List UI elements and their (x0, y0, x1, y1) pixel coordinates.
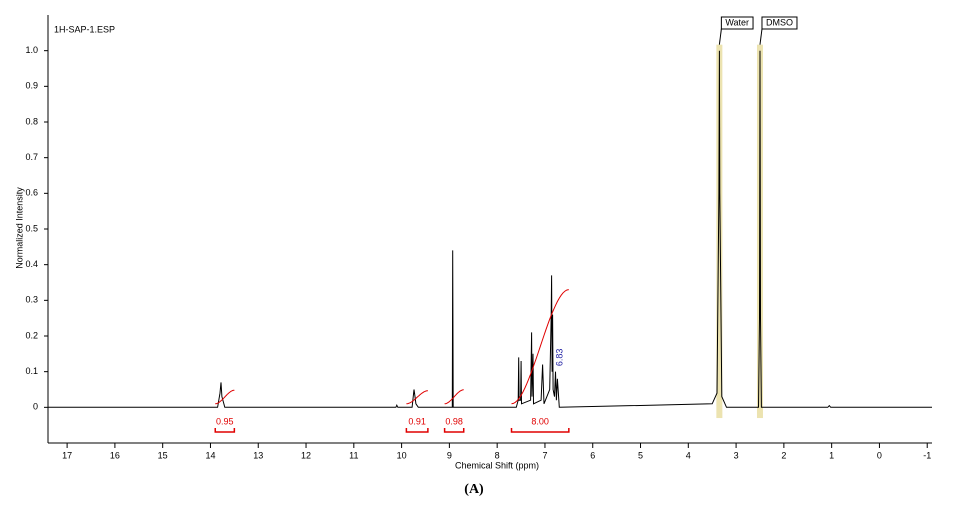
y-tick-label: 0.2 (25, 330, 38, 340)
spectrum (48, 50, 932, 408)
x-tick-label: 7 (542, 450, 547, 460)
x-tick-label: 6 (590, 450, 595, 460)
integral-bracket (405, 428, 429, 433)
peak-label: 6.83 (554, 349, 564, 367)
x-tick-label: 4 (686, 450, 691, 460)
y-tick-label: 0.8 (25, 116, 38, 126)
x-tick-label: 0 (877, 450, 882, 460)
x-tick-label: 8 (495, 450, 500, 460)
x-tick-label: 12 (301, 450, 311, 460)
y-tick-label: 0.1 (25, 366, 38, 376)
integral-curve (406, 390, 428, 405)
y-tick-label: 0.3 (25, 295, 38, 305)
integral-label: 0.95 (216, 416, 234, 426)
annotation-leader (759, 28, 763, 45)
x-tick-label: 16 (110, 450, 120, 460)
caption: (A) (464, 482, 484, 497)
y-tick-label: 0.4 (25, 259, 38, 269)
annotation-box (761, 16, 798, 30)
x-tick-label: 15 (158, 450, 168, 460)
x-tick-label: 3 (734, 450, 739, 460)
annotation-label: Water (725, 17, 749, 27)
file-label: 1H-SAP-1.ESP (54, 24, 115, 34)
integral-label: 8.00 (531, 416, 549, 426)
x-tick-label: 14 (205, 450, 215, 460)
x-tick-label: -1 (923, 450, 931, 460)
x-tick-label: 9 (447, 450, 452, 460)
annotation-leader (718, 28, 722, 45)
x-tick-label: 2 (781, 450, 786, 460)
y-axis-label: Normalized Intensity (14, 187, 24, 269)
integral-curve (215, 389, 235, 405)
integral-bracket (510, 428, 570, 433)
integral-curve (444, 389, 464, 405)
y-tick-label: 0.7 (25, 152, 38, 162)
integral-label: 0.91 (408, 416, 426, 426)
integral-label: 0.98 (445, 416, 463, 426)
x-tick-label: 10 (397, 450, 407, 460)
x-tick-label: 5 (638, 450, 643, 460)
integral-bracket (443, 428, 465, 433)
integral-bracket (214, 428, 236, 433)
y-tick-label: 0.9 (25, 81, 38, 91)
x-tick-label: 13 (253, 450, 263, 460)
peak-highlight (716, 44, 723, 419)
x-tick-label: 17 (62, 450, 72, 460)
y-tick-label: 0.6 (25, 188, 38, 198)
x-tick-label: 11 (349, 450, 358, 460)
annotation-box (720, 16, 754, 30)
integral-curve (511, 289, 569, 405)
y-tick-label: 0.5 (25, 223, 38, 233)
x-axis-label: Chemical Shift (ppm) (455, 460, 539, 470)
x-tick-label: 1 (829, 450, 834, 460)
y-tick-label: 1.0 (25, 45, 38, 55)
y-tick-label: 0 (33, 402, 38, 412)
annotation-label: DMSO (766, 17, 793, 27)
